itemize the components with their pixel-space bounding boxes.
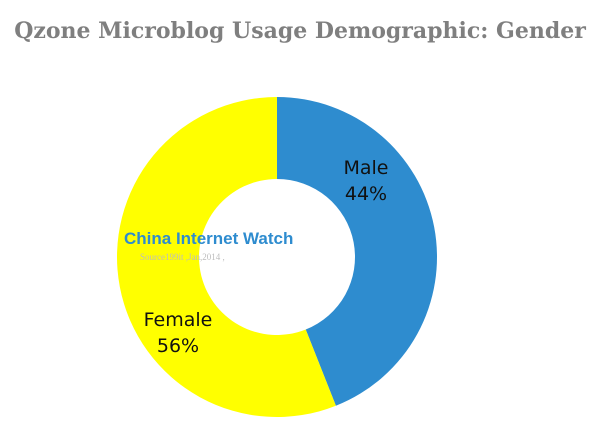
slices-group [117,97,438,417]
slice-label-male: Male [343,157,388,179]
slice-labels-group: Male 44% Female 56% [144,157,389,357]
slice-female [117,97,336,417]
slice-male [277,97,438,406]
slice-label-female: Female [144,309,213,331]
chart-title: Qzone Microblog Usage Demographic: Gende… [14,18,586,44]
watermark-title: China Internet Watch [124,229,293,248]
watermark-source: Source199it ,Jan,2014 , [140,252,225,262]
watermark: China Internet Watch Source199it ,Jan,20… [124,229,293,262]
slice-value-female: 56% [157,335,199,357]
slice-value-male: 44% [345,183,387,205]
